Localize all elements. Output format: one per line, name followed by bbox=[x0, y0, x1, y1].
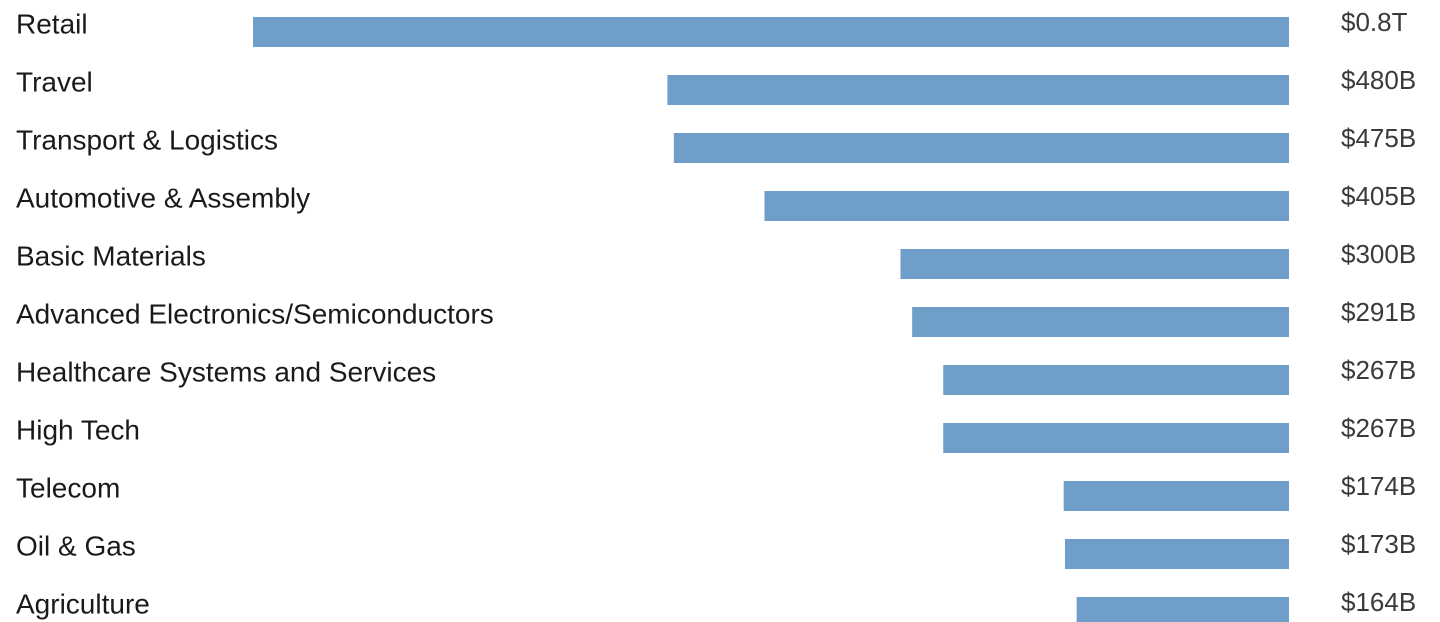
bar bbox=[1064, 539, 1289, 569]
bar bbox=[912, 307, 1289, 337]
bar bbox=[1063, 481, 1289, 511]
category-label: High Tech bbox=[16, 414, 140, 445]
category-label: Agriculture bbox=[16, 588, 150, 619]
value-label: $267B bbox=[1341, 413, 1416, 443]
value-labels: $0.8T $480B $475B $405B $300B $291B $267B $267B… bbox=[1341, 7, 1416, 617]
value-label: $267B bbox=[1341, 355, 1416, 385]
bar bbox=[673, 133, 1289, 163]
category-label: Healthcare Systems and Services bbox=[16, 356, 436, 387]
value-label: $164B bbox=[1341, 587, 1416, 617]
category-label: Travel bbox=[16, 66, 93, 97]
category-label: Basic Materials bbox=[16, 240, 206, 271]
category-label: Advanced Electronics/Semiconductors bbox=[16, 298, 494, 329]
value-label: $0.8T bbox=[1341, 7, 1408, 37]
bar bbox=[1076, 597, 1289, 622]
category-label: Automotive & Assembly bbox=[16, 182, 310, 213]
bar bbox=[667, 75, 1289, 105]
bar bbox=[943, 423, 1289, 453]
category-label: Transport & Logistics bbox=[16, 124, 278, 155]
value-label: $405B bbox=[1341, 181, 1416, 211]
value-label: $300B bbox=[1341, 239, 1416, 269]
category-labels: Retail Travel Transport & Logistics Automot… bbox=[16, 8, 494, 619]
bar bbox=[253, 17, 1289, 47]
value-label: $173B bbox=[1341, 529, 1416, 559]
bar bbox=[943, 365, 1289, 395]
value-label: $480B bbox=[1341, 65, 1416, 95]
category-label: Telecom bbox=[16, 472, 120, 503]
value-label: $174B bbox=[1341, 471, 1416, 501]
bar bbox=[764, 191, 1289, 221]
bars bbox=[253, 17, 1289, 622]
value-label: $291B bbox=[1341, 297, 1416, 327]
value-label: $475B bbox=[1341, 123, 1416, 153]
bar bbox=[900, 249, 1289, 279]
category-label: Retail bbox=[16, 8, 88, 39]
category-label: Oil & Gas bbox=[16, 530, 136, 561]
